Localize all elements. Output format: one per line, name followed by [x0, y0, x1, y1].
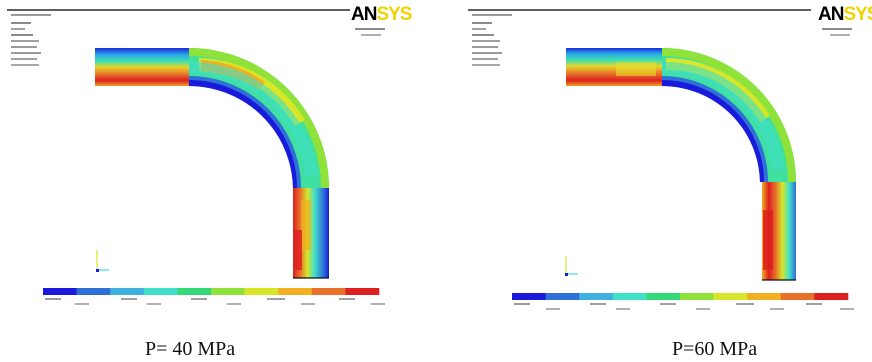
date-text-block: [355, 28, 385, 36]
legend-swatch: [311, 288, 346, 295]
contour-plot-panel-right: ANSYS: [466, 0, 872, 310]
legend-swatch: [646, 293, 681, 300]
info-text-block: [472, 14, 512, 66]
date-text-block: [822, 28, 852, 36]
info-text-block: [11, 14, 51, 66]
legend-swatch: [211, 288, 245, 295]
pipe-horizontal-segment: [566, 48, 662, 86]
ansys-logo: ANSYS: [818, 4, 872, 25]
legend-swatch: [579, 293, 614, 300]
legend-swatch: [143, 288, 178, 295]
legend-swatch: [780, 293, 815, 300]
legend-tick-labels: [45, 298, 385, 305]
coordinate-axes-icon: [96, 250, 109, 272]
pipe-vertical-segment: [293, 188, 329, 279]
legend-swatch: [278, 288, 313, 295]
contour-plot-left: [7, 9, 385, 305]
legend-swatch: [43, 288, 77, 295]
contour-plot-right: [468, 9, 854, 310]
legend-swatch: [545, 293, 580, 300]
caption-right: P=60 MPa: [672, 338, 758, 360]
legend-swatch: [244, 288, 279, 295]
pipe-horizontal-segment: [95, 48, 189, 86]
legend-swatch: [110, 288, 145, 295]
pipe-vertical-segment: [762, 182, 796, 281]
pipe-elbow-segment: [662, 48, 796, 182]
caption-left: P= 40 MPa: [145, 338, 236, 360]
legend-swatch: [680, 293, 714, 300]
legend-swatch: [345, 288, 380, 295]
color-legend-bar: [512, 293, 849, 300]
color-legend-bar: [43, 288, 380, 295]
legend-tick-labels: [514, 303, 854, 310]
ansys-logo: ANSYS: [351, 4, 412, 25]
legend-swatch: [814, 293, 849, 300]
legend-swatch: [747, 293, 782, 300]
legend-swatch: [713, 293, 748, 300]
legend-swatch: [76, 288, 111, 295]
contour-plot-panel-left: ANSYS: [5, 0, 417, 310]
coordinate-axes-icon: [565, 256, 578, 276]
legend-swatch: [612, 293, 647, 300]
pipe-elbow-segment: [189, 48, 329, 188]
legend-swatch: [177, 288, 212, 295]
legend-swatch: [512, 293, 546, 300]
